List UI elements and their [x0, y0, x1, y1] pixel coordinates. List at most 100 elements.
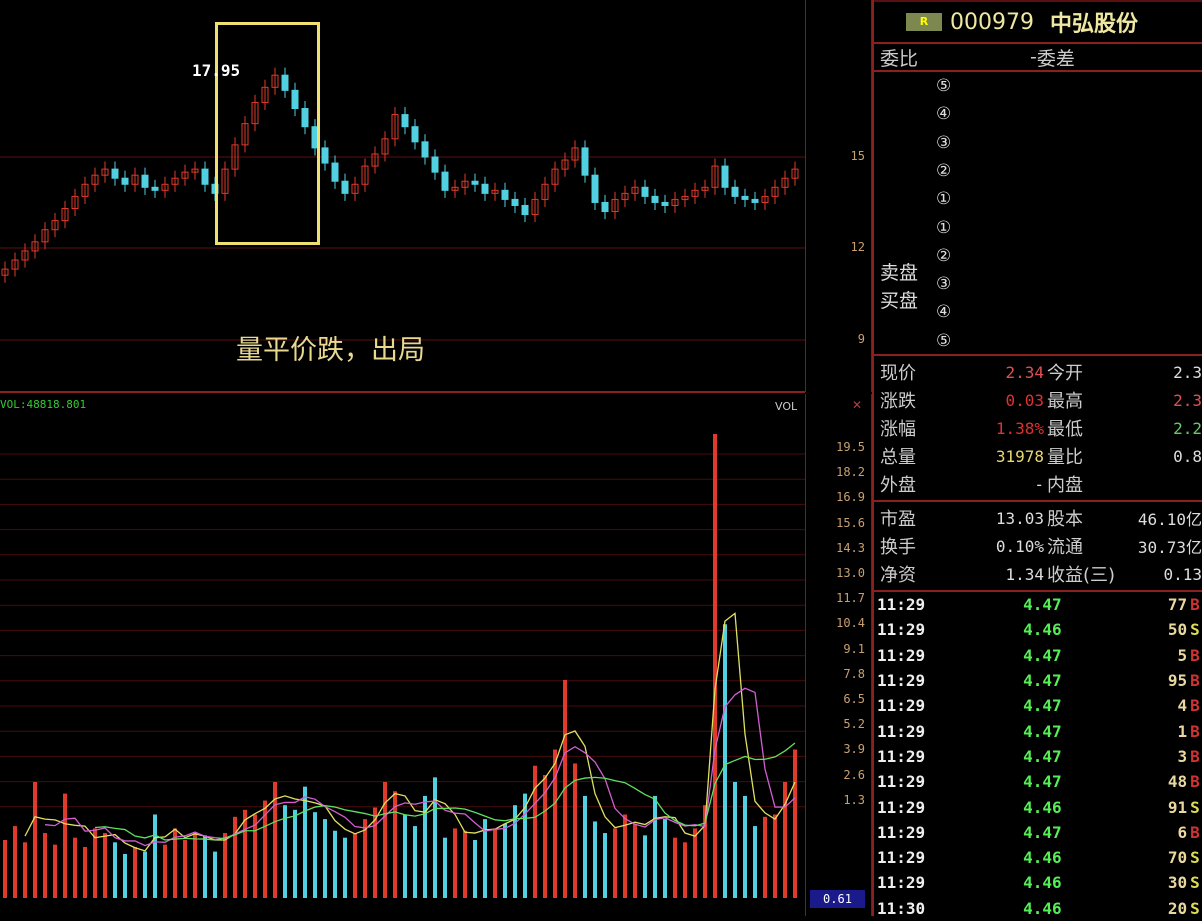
- volume-bar: [113, 842, 117, 898]
- trade-row: 11:29 4.47 95 B: [874, 668, 1202, 693]
- candle-body: [331, 162, 339, 182]
- candle-body: [241, 123, 249, 146]
- trade-n: 20: [1167, 898, 1188, 918]
- kline-chart-area[interactable]: 17.95 量平价跌，出局 VOL:48818.801 VOL: [0, 0, 805, 916]
- quote-v: 2.34: [1005, 362, 1044, 382]
- volume-bar: [323, 819, 327, 898]
- order-level: ⑤: [936, 76, 952, 96]
- volume-bar: [93, 828, 97, 898]
- candle-body: [531, 198, 539, 216]
- trade-s: B: [1190, 645, 1200, 665]
- vol-ma-line: [94, 742, 796, 841]
- candle-body: [71, 195, 79, 210]
- volume-bar: [53, 844, 57, 898]
- stock-code: 000979: [950, 9, 1034, 35]
- volume-bar: [283, 805, 287, 898]
- order-level: ⑤: [936, 330, 952, 351]
- candle-body: [481, 183, 489, 194]
- vol-tick: 6.5: [843, 692, 865, 706]
- volume-bar: [313, 812, 317, 898]
- volume-bar: [353, 833, 357, 898]
- candle-body: [621, 192, 629, 200]
- quote-v: 13.03: [995, 508, 1044, 528]
- volume-bar: [303, 786, 307, 898]
- volume-bar: [673, 837, 677, 898]
- candle-body: [51, 220, 59, 231]
- price-tick: 12: [850, 240, 865, 254]
- quote-v2: 2.3: [1173, 390, 1202, 410]
- order-level: ②: [936, 245, 952, 266]
- trade-p: 4.47: [1023, 595, 1062, 615]
- candle-body: [31, 241, 39, 252]
- volume-bar: [633, 823, 637, 898]
- vol-tick: 14.3: [836, 540, 865, 555]
- trade-n: 6: [1177, 822, 1188, 842]
- volume-bar: [733, 782, 737, 898]
- candle-body: [601, 201, 609, 213]
- trade-t: 11:29: [877, 595, 926, 615]
- candle-body: [431, 156, 439, 173]
- candle-body: [91, 174, 99, 185]
- quote-row: 涨跌 0.03 最高 2.3: [874, 386, 1202, 414]
- quote-v: -: [1034, 474, 1044, 494]
- buy-label: 买盘: [880, 290, 919, 312]
- candle-body: [141, 174, 149, 188]
- volume-bar: [693, 828, 697, 898]
- kline-chart[interactable]: [0, 0, 805, 916]
- candle-body: [251, 101, 259, 125]
- candle-body: [781, 177, 789, 188]
- quote-v: 31978: [995, 446, 1044, 466]
- weicha-label: 委差: [1036, 47, 1075, 70]
- candle-body: [651, 195, 659, 203]
- trade-s: B: [1190, 772, 1200, 792]
- volume-bar: [223, 833, 227, 898]
- candle-body: [511, 198, 519, 206]
- close-icon[interactable]: ✕: [852, 398, 863, 412]
- candle-body: [421, 141, 429, 158]
- trade-row: 11:29 4.47 3 B: [874, 744, 1202, 769]
- volume-bar: [493, 828, 497, 898]
- candle-body: [221, 168, 229, 194]
- order-level: ①: [936, 189, 952, 210]
- quote-l: 涨幅: [880, 419, 916, 440]
- candle-body: [41, 229, 49, 243]
- quote-l2: 股本: [1047, 509, 1083, 530]
- trade-s: S: [1190, 848, 1200, 868]
- trade-p: 4.47: [1023, 822, 1062, 842]
- quote-l: 外盘: [880, 475, 916, 496]
- candle-body: [231, 144, 239, 170]
- trade-row: 11:29 4.47 5 B: [874, 643, 1202, 668]
- stock-header: R 000979 中弘股份: [874, 0, 1202, 44]
- candle-body: [691, 189, 699, 197]
- candle-body: [171, 177, 179, 185]
- trade-row: 11:29 4.46 30 S: [874, 870, 1202, 895]
- trade-t: 11:29: [877, 696, 926, 716]
- volume-bar: [523, 793, 527, 898]
- volume-axis: 19.5 18.2 16.9 15.6 14.3 13.0 11.7 10.4 9.1 7.8 6.…: [805, 394, 872, 916]
- candle-body: [281, 74, 289, 91]
- trade-t: 11:29: [877, 772, 926, 792]
- trade-s: S: [1190, 898, 1200, 918]
- volume-bar: [83, 846, 87, 898]
- vol-tick: 15.6: [836, 515, 865, 530]
- trade-n: 30: [1167, 873, 1188, 893]
- quote-row: 市盈 13.03 股本 46.10亿: [874, 504, 1202, 532]
- candle-body: [101, 168, 109, 176]
- trade-n: 70: [1167, 848, 1188, 868]
- vol-tick: 3.9: [843, 742, 865, 757]
- sell-label: 卖盘: [880, 262, 919, 284]
- vol-tick: 19.5: [836, 440, 865, 454]
- trade-p: 4.46: [1023, 898, 1062, 918]
- peak-price-label: 17.95: [192, 61, 241, 80]
- candle-body: [401, 114, 409, 128]
- quote-v: 1.38%: [995, 418, 1044, 438]
- trade-ticks-list[interactable]: 11:29 4.47 77 B 11:29 4.46 50 S 11:29 4.47 5 B 11:29…: [874, 592, 1202, 921]
- candle-body: [571, 147, 579, 161]
- volume-bar: [443, 837, 447, 898]
- volume-bar: [593, 821, 597, 898]
- trade-n: 91: [1167, 797, 1188, 817]
- highlight-box: [215, 22, 320, 245]
- candle-body: [21, 250, 29, 261]
- candle-body: [301, 108, 309, 128]
- trade-t: 11:29: [877, 873, 926, 893]
